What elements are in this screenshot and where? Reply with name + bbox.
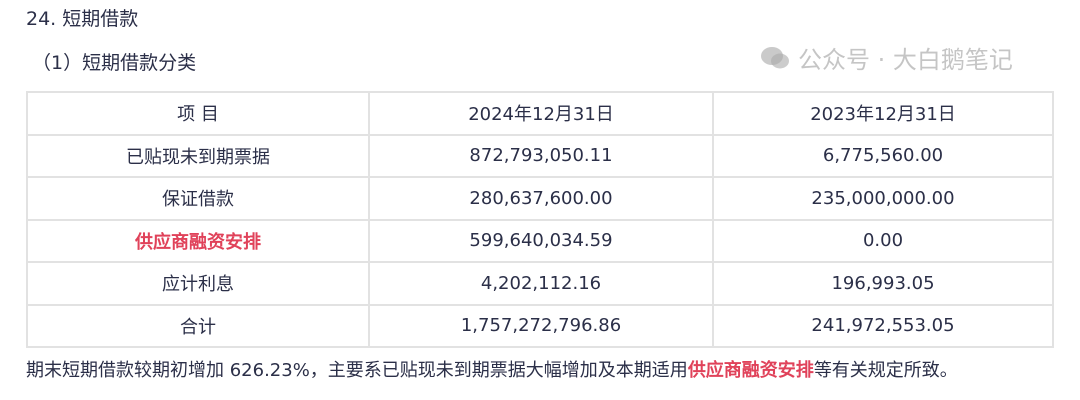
row-2024: 872,793,050.11 <box>368 133 714 178</box>
row-2023: 0.00 <box>712 218 1054 263</box>
table-total-row: 合计 1,757,272,796.86 241,972,553.05 <box>26 303 1054 348</box>
note-highlight: 供应商融资安排 <box>687 360 814 381</box>
row-2024: 599,640,034.59 <box>368 218 714 263</box>
note-paragraph: 期末短期借款较期初增加 626.23%，主要系已贴现未到期票据大幅增加及本期适用… <box>26 356 958 382</box>
header-2024: 2024年12月31日 <box>368 91 714 136</box>
watermark: 公众号 · 大白鹅笔记 <box>760 40 1013 75</box>
table-row: 已贴现未到期票据 872,793,050.11 6,775,560.00 <box>26 133 1054 178</box>
row-2024: 280,637,600.00 <box>368 176 714 221</box>
table-row: 应计利息 4,202,112.16 196,993.05 <box>26 261 1054 306</box>
watermark-text: 公众号 · 大白鹅笔记 <box>798 46 1013 74</box>
note-text-end: 等有关规定所致。 <box>813 360 958 381</box>
table-row: 保证借款 280,637,600.00 235,000,000.00 <box>26 176 1054 221</box>
row-item-highlighted: 供应商融资安排 <box>26 218 370 263</box>
table-header-row: 项 目 2024年12月31日 2023年12月31日 <box>26 91 1054 136</box>
header-2023: 2023年12月31日 <box>712 91 1054 136</box>
row-2023: 241,972,553.05 <box>712 303 1054 348</box>
row-item: 保证借款 <box>26 176 370 221</box>
row-2023: 6,775,560.00 <box>712 133 1054 178</box>
row-item: 已贴现未到期票据 <box>26 133 370 178</box>
note-text: 期末短期借款较期初增加 626.23%，主要系已贴现未到期票据大幅增加及本期适用 <box>26 360 688 381</box>
row-2023: 196,993.05 <box>712 261 1054 306</box>
row-2023: 235,000,000.00 <box>712 176 1054 221</box>
row-item: 合计 <box>26 303 370 348</box>
row-2024: 4,202,112.16 <box>368 261 714 306</box>
short-term-loans-table: 项 目 2024年12月31日 2023年12月31日 已贴现未到期票据 872… <box>26 91 1054 348</box>
table-row: 供应商融资安排 599,640,034.59 0.00 <box>26 218 1054 263</box>
subsection-title: （1）短期借款分类 <box>32 52 197 74</box>
wechat-icon <box>761 46 789 68</box>
row-item: 应计利息 <box>26 261 370 306</box>
header-item: 项 目 <box>26 91 370 136</box>
row-2024: 1,757,272,796.86 <box>368 303 714 348</box>
section-title: 24. 短期借款 <box>26 8 139 30</box>
